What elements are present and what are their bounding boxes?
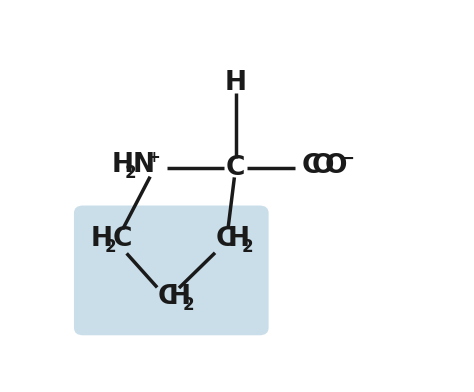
Text: H: H [91, 226, 112, 252]
Text: C: C [216, 226, 236, 252]
Text: O: O [325, 153, 347, 179]
Text: H: H [169, 284, 191, 310]
Text: C: C [113, 226, 133, 252]
Text: H: H [225, 70, 246, 96]
Text: C: C [157, 284, 177, 310]
Text: −: − [339, 150, 355, 168]
Text: H: H [111, 152, 134, 178]
Text: O: O [312, 153, 335, 179]
Text: N: N [133, 152, 155, 178]
Text: 2: 2 [125, 164, 137, 182]
Text: 2: 2 [182, 296, 194, 314]
FancyBboxPatch shape [74, 205, 269, 335]
Text: H: H [228, 226, 249, 252]
Text: C: C [301, 153, 320, 179]
Text: C: C [226, 155, 245, 181]
Text: 2: 2 [241, 238, 253, 256]
Text: +: + [147, 150, 160, 165]
Text: 2: 2 [104, 238, 116, 256]
